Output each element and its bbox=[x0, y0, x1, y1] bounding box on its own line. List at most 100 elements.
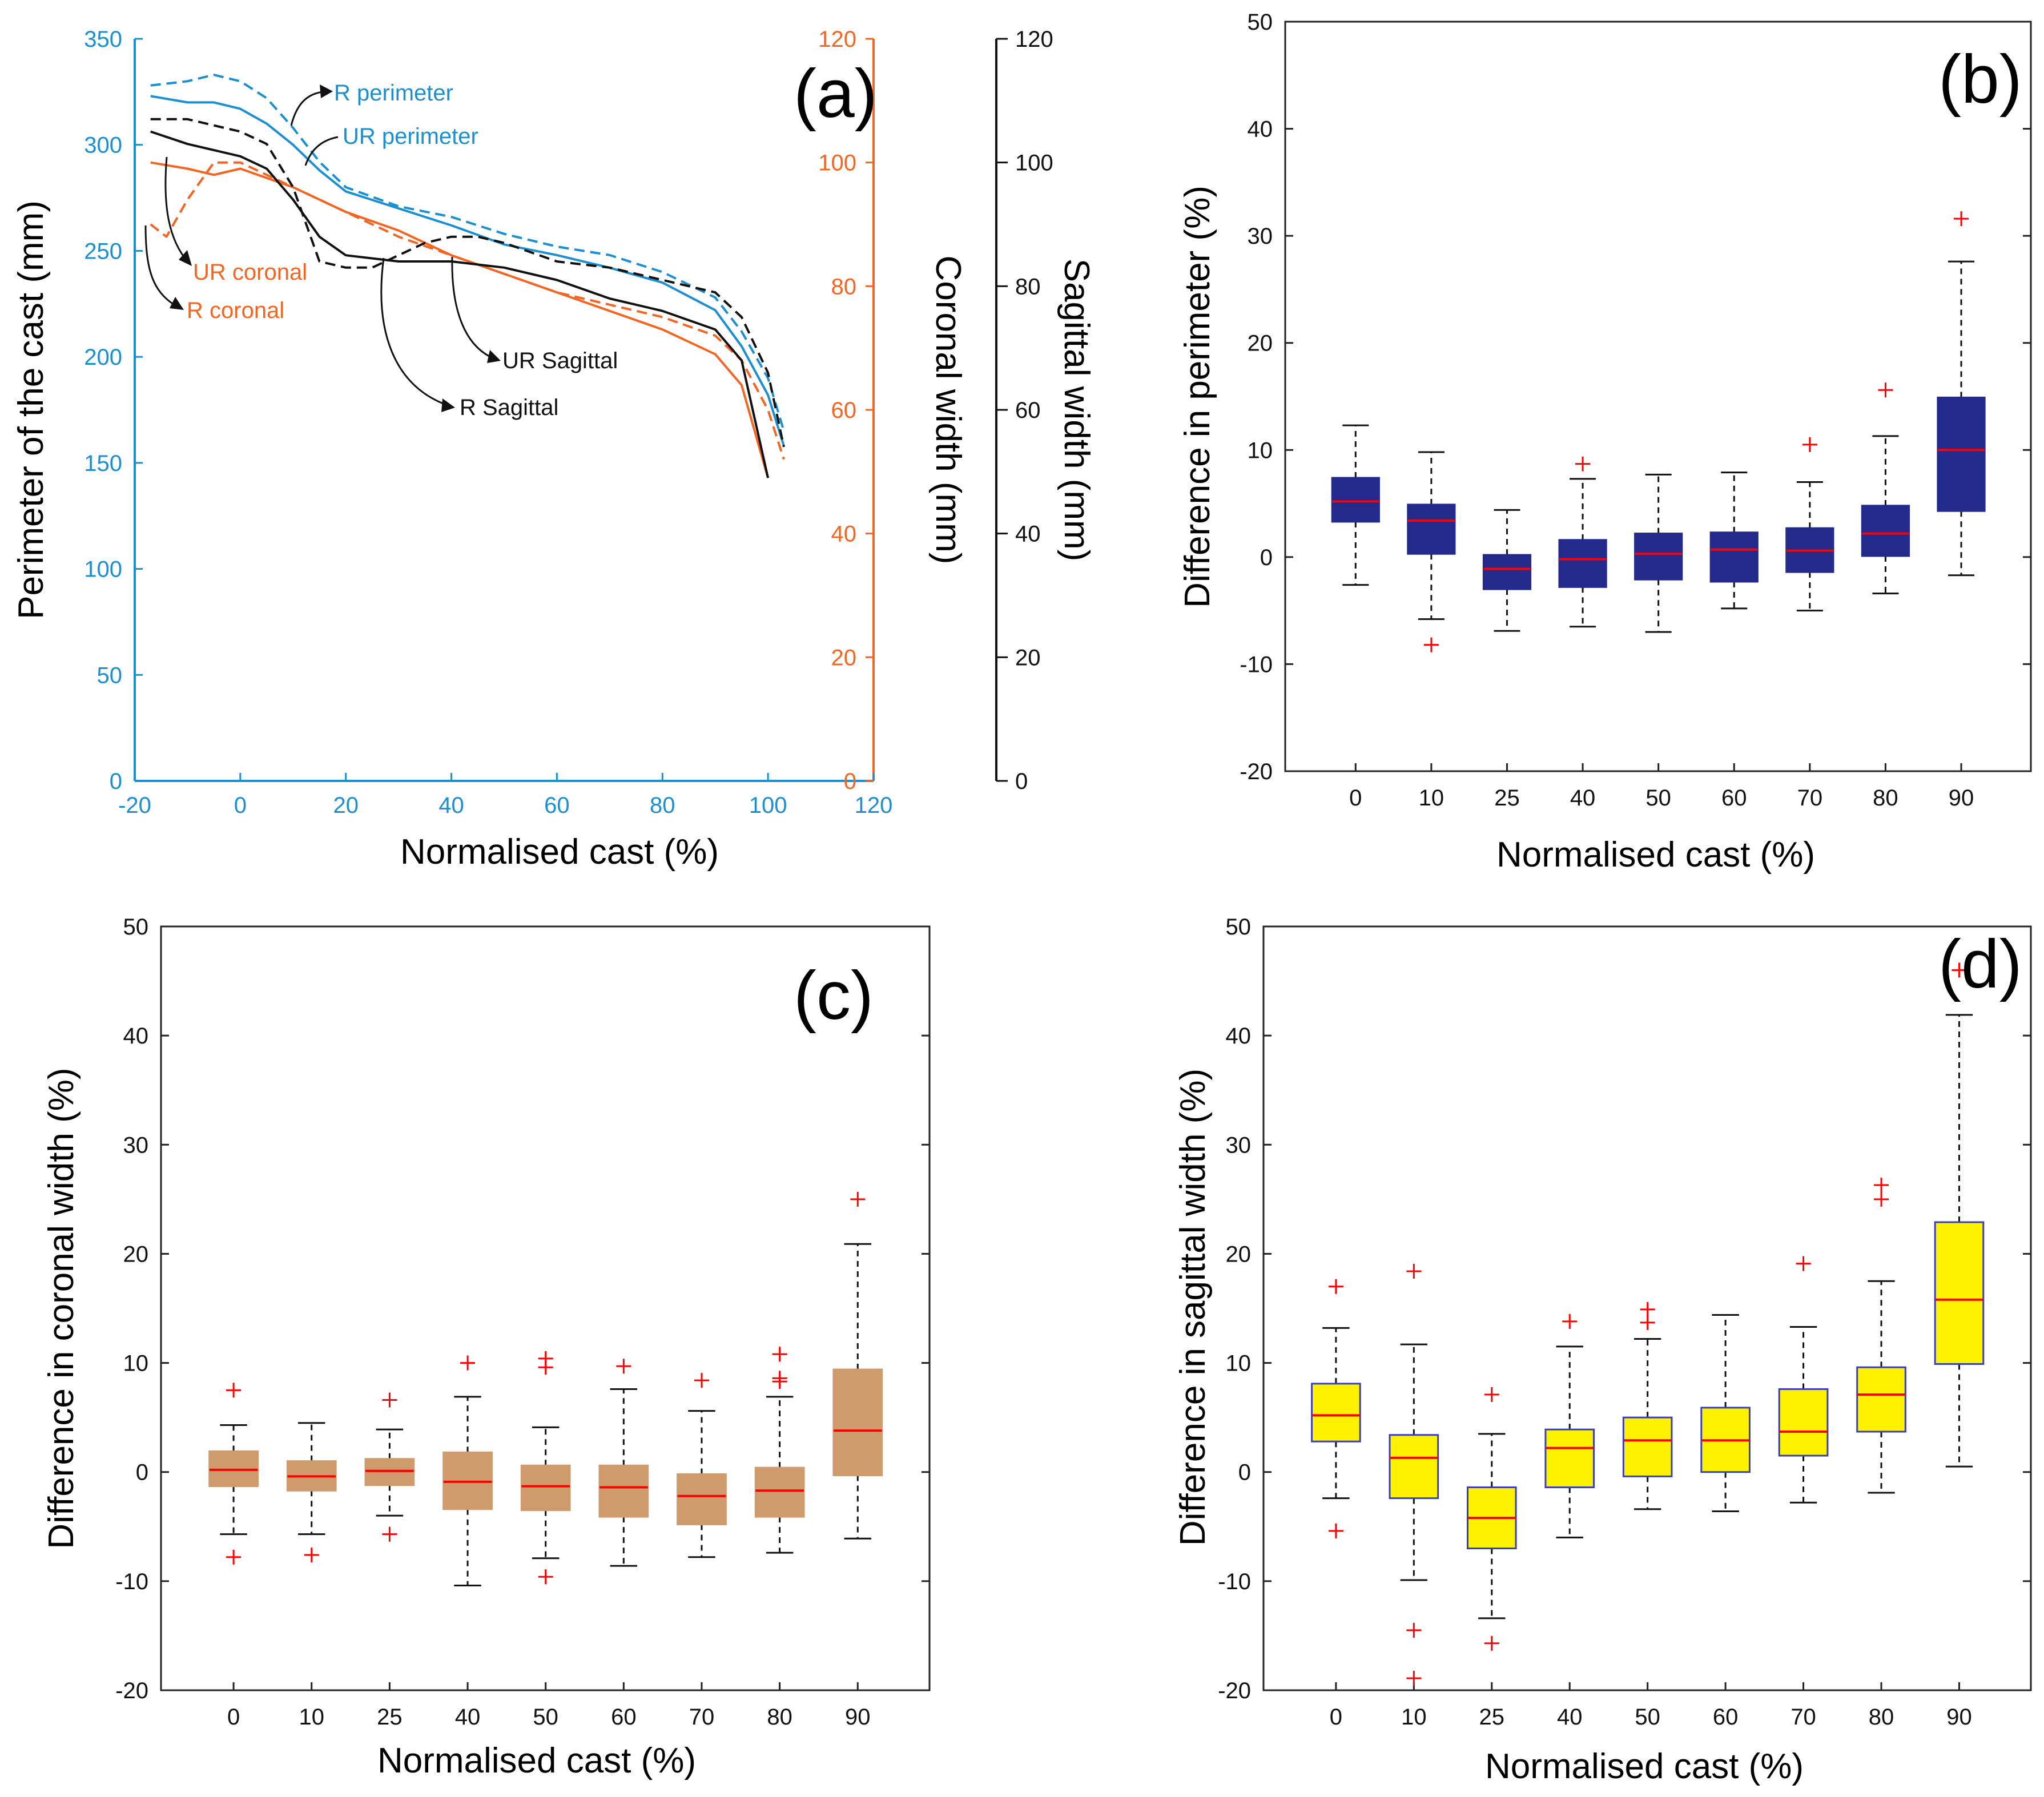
y-tick-label: 50 bbox=[1226, 914, 1252, 940]
annotation-r-perimeter: R perimeter bbox=[334, 80, 453, 106]
y-tick-label: -10 bbox=[115, 1569, 148, 1594]
y-tick-label: 100 bbox=[1015, 151, 1053, 176]
x-tick-label: 0 bbox=[234, 793, 247, 818]
y-tick-label: 120 bbox=[818, 27, 856, 52]
y-tick-label: 200 bbox=[84, 345, 122, 370]
outlier-marker bbox=[1562, 1313, 1578, 1329]
sagittal-axis-title: Sagittal width (mm) bbox=[1057, 259, 1096, 562]
box bbox=[1482, 554, 1532, 590]
y-tick-label: 10 bbox=[123, 1351, 149, 1376]
y-tick-label: 20 bbox=[1248, 331, 1273, 356]
box bbox=[1622, 1416, 1673, 1477]
panel-b-tag: (b) bbox=[1938, 41, 2022, 118]
y-tick-label: 40 bbox=[1248, 117, 1273, 142]
outlier-marker bbox=[1640, 1302, 1655, 1317]
y-tick-label: 300 bbox=[84, 133, 122, 158]
y-tick-label: 80 bbox=[831, 274, 857, 299]
x-tick-label: 40 bbox=[1557, 1705, 1583, 1730]
x-tick-label: 80 bbox=[767, 1705, 792, 1730]
outlier-marker bbox=[1484, 1387, 1499, 1403]
box bbox=[1778, 1388, 1829, 1457]
x-axis-title: Normalised cast (%) bbox=[1485, 1747, 1804, 1786]
y-tick-label: 0 bbox=[110, 769, 122, 794]
outlier-marker bbox=[1406, 1264, 1422, 1279]
annotation-arrow bbox=[144, 225, 180, 309]
x-tick-label: 60 bbox=[1713, 1705, 1739, 1730]
x-tick-label: 0 bbox=[1330, 1705, 1342, 1730]
series-line-r-perimeter bbox=[150, 74, 785, 432]
x-tick-label: 0 bbox=[1349, 785, 1362, 811]
y-tick-label: 40 bbox=[1226, 1024, 1252, 1049]
panel-c-tag: (c) bbox=[794, 957, 874, 1034]
arrowhead bbox=[487, 350, 501, 363]
arrowhead bbox=[170, 297, 184, 310]
x-tick-label: 90 bbox=[845, 1705, 871, 1730]
x-axis-title: Normalised cast (%) bbox=[400, 832, 719, 872]
annotation-arrow bbox=[380, 257, 452, 408]
outlier-marker bbox=[1328, 1279, 1343, 1294]
y-tick-label: 60 bbox=[1015, 398, 1041, 423]
box bbox=[677, 1473, 727, 1525]
x-tick-label: 70 bbox=[1797, 785, 1823, 811]
y-tick-label: 20 bbox=[123, 1242, 149, 1267]
outlier-marker bbox=[1575, 456, 1591, 472]
box bbox=[754, 1466, 805, 1518]
y-axis-title: Difference in coronal width (%) bbox=[42, 1067, 81, 1549]
x-tick-label: 70 bbox=[689, 1705, 715, 1730]
x-tick-label: 70 bbox=[1790, 1705, 1816, 1730]
coronal-axis-title: Coronal width (mm) bbox=[928, 256, 968, 565]
box bbox=[1558, 539, 1607, 588]
panel-b-box-chart: -20 -10 0 10 20 30 40 50 0 10 25 40 50 60 70 80 90 (b) N… bbox=[1178, 10, 2032, 875]
x-tick-label: 50 bbox=[1645, 785, 1671, 811]
outlier-marker bbox=[1406, 1622, 1422, 1638]
outlier-marker bbox=[460, 1355, 476, 1371]
y-tick-label: -10 bbox=[1240, 652, 1273, 677]
x-tick-label: 40 bbox=[455, 1705, 481, 1730]
y-tick-label: 40 bbox=[1015, 522, 1041, 547]
outlier-marker bbox=[304, 1547, 319, 1562]
annotation-arrow bbox=[164, 156, 190, 263]
x-tick-label: 100 bbox=[749, 793, 787, 818]
y-tick-label: 30 bbox=[1226, 1133, 1252, 1158]
panel-a-line-chart: -20 0 20 40 60 80 100 1200501001502002503003500… bbox=[11, 27, 1096, 872]
x-tick-label: 80 bbox=[650, 793, 675, 818]
annotation-ur-sagittal: UR Sagittal bbox=[502, 348, 618, 373]
annotation-arrow bbox=[304, 136, 339, 166]
y-tick-label: 30 bbox=[1248, 224, 1273, 249]
outlier-marker bbox=[1954, 211, 1969, 227]
y-tick-label: 60 bbox=[831, 398, 857, 423]
box bbox=[1311, 1383, 1361, 1443]
outlier-marker bbox=[1874, 1191, 1889, 1207]
arrowhead bbox=[320, 84, 333, 98]
annotation-ur-coronal: UR coronal bbox=[193, 260, 307, 285]
y-axis-title: Difference in sagittal width (%) bbox=[1173, 1069, 1213, 1546]
outlier-marker bbox=[850, 1191, 866, 1207]
box bbox=[1634, 533, 1683, 581]
annotation-r-coronal: R coronal bbox=[187, 298, 284, 323]
box bbox=[1389, 1434, 1439, 1500]
x-tick-label: 20 bbox=[333, 793, 359, 818]
outlier-marker bbox=[1640, 1315, 1655, 1330]
left-axis-title: Perimeter of the cast (mm) bbox=[11, 200, 51, 619]
annotation-arrow bbox=[451, 256, 497, 361]
outlier-marker bbox=[1796, 1256, 1811, 1271]
outlier-marker bbox=[1878, 382, 1893, 398]
y-tick-label: 20 bbox=[1226, 1242, 1252, 1267]
series-line-r-coronal bbox=[150, 161, 770, 478]
y-tick-label: 0 bbox=[1238, 1460, 1251, 1485]
x-tick-label: 60 bbox=[544, 793, 570, 818]
y-tick-label: -20 bbox=[115, 1678, 148, 1703]
y-tick-label: 20 bbox=[831, 645, 857, 670]
y-tick-label: 0 bbox=[844, 769, 856, 794]
outlier-marker bbox=[1423, 637, 1439, 652]
y-tick-label: 30 bbox=[123, 1133, 149, 1158]
series-line-ur-sagittal bbox=[150, 118, 785, 448]
x-tick-label: 10 bbox=[299, 1705, 324, 1730]
series-line-r-sagittal bbox=[150, 130, 770, 478]
box bbox=[520, 1464, 571, 1512]
box bbox=[1331, 477, 1380, 523]
outlier-marker bbox=[1484, 1635, 1499, 1651]
x-tick-label: 50 bbox=[533, 1705, 558, 1730]
x-tick-label: 25 bbox=[1494, 785, 1520, 811]
outlier-marker bbox=[382, 1392, 397, 1408]
